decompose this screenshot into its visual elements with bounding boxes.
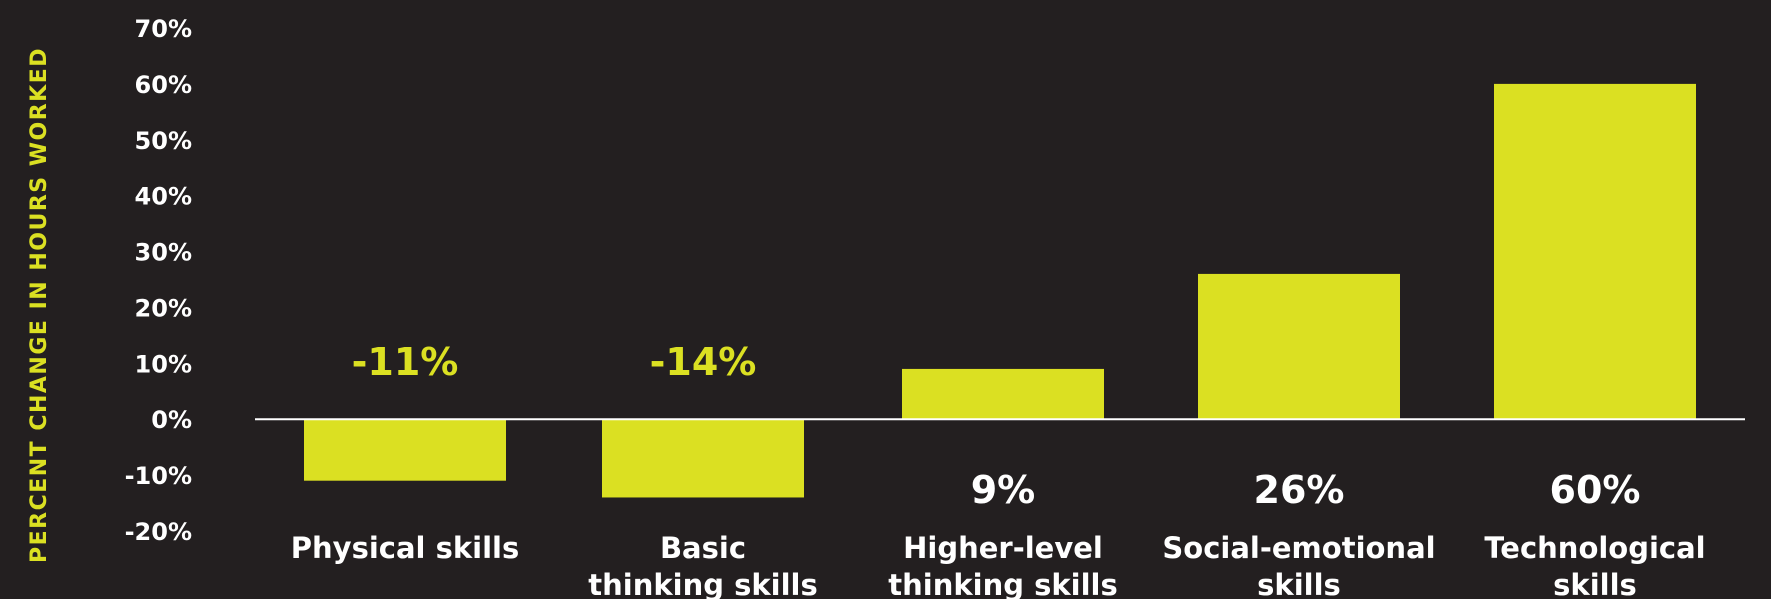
- bar: [1494, 83, 1696, 420]
- y-tick-label: 40%: [135, 183, 192, 211]
- bar: [902, 368, 1104, 420]
- y-tick-label: 70%: [135, 15, 192, 43]
- y-axis-ticks: 70% 60% 50% 40% 30% 20% 10% 0% -10% -20%: [125, 15, 192, 546]
- y-tick-label: 20%: [135, 294, 192, 322]
- category-label: skills: [1553, 568, 1637, 599]
- data-label: -14%: [650, 340, 757, 384]
- y-tick-label: 0%: [151, 406, 192, 434]
- data-label: 26%: [1254, 468, 1345, 512]
- data-label: 60%: [1550, 468, 1641, 512]
- category-label: Technological: [1484, 531, 1705, 565]
- y-tick-label: -20%: [125, 518, 192, 546]
- y-axis-label: PERCENT CHANGE IN HOURS WORKED: [27, 47, 52, 563]
- bar: [1198, 273, 1400, 420]
- y-tick-label: 50%: [135, 127, 192, 155]
- category-label: Physical skills: [291, 531, 519, 565]
- data-labels: -11% -14% 9% 26% 60%: [352, 340, 1641, 512]
- data-label: 9%: [971, 468, 1036, 512]
- y-tick-label: 30%: [135, 239, 192, 267]
- category-label: Basic: [660, 531, 746, 565]
- y-tick-label: -10%: [125, 462, 192, 490]
- y-tick-label: 60%: [135, 71, 192, 99]
- category-label: skills: [1257, 568, 1341, 599]
- bars: [304, 83, 1696, 498]
- y-tick-label: 10%: [135, 350, 192, 378]
- bar: [304, 419, 506, 481]
- category-label: thinking skills: [888, 568, 1117, 599]
- category-label: thinking skills: [588, 568, 817, 599]
- category-label: Higher-level: [903, 531, 1103, 565]
- bar: [602, 419, 804, 498]
- data-label: -11%: [352, 340, 459, 384]
- category-label: Social-emotional: [1162, 531, 1435, 565]
